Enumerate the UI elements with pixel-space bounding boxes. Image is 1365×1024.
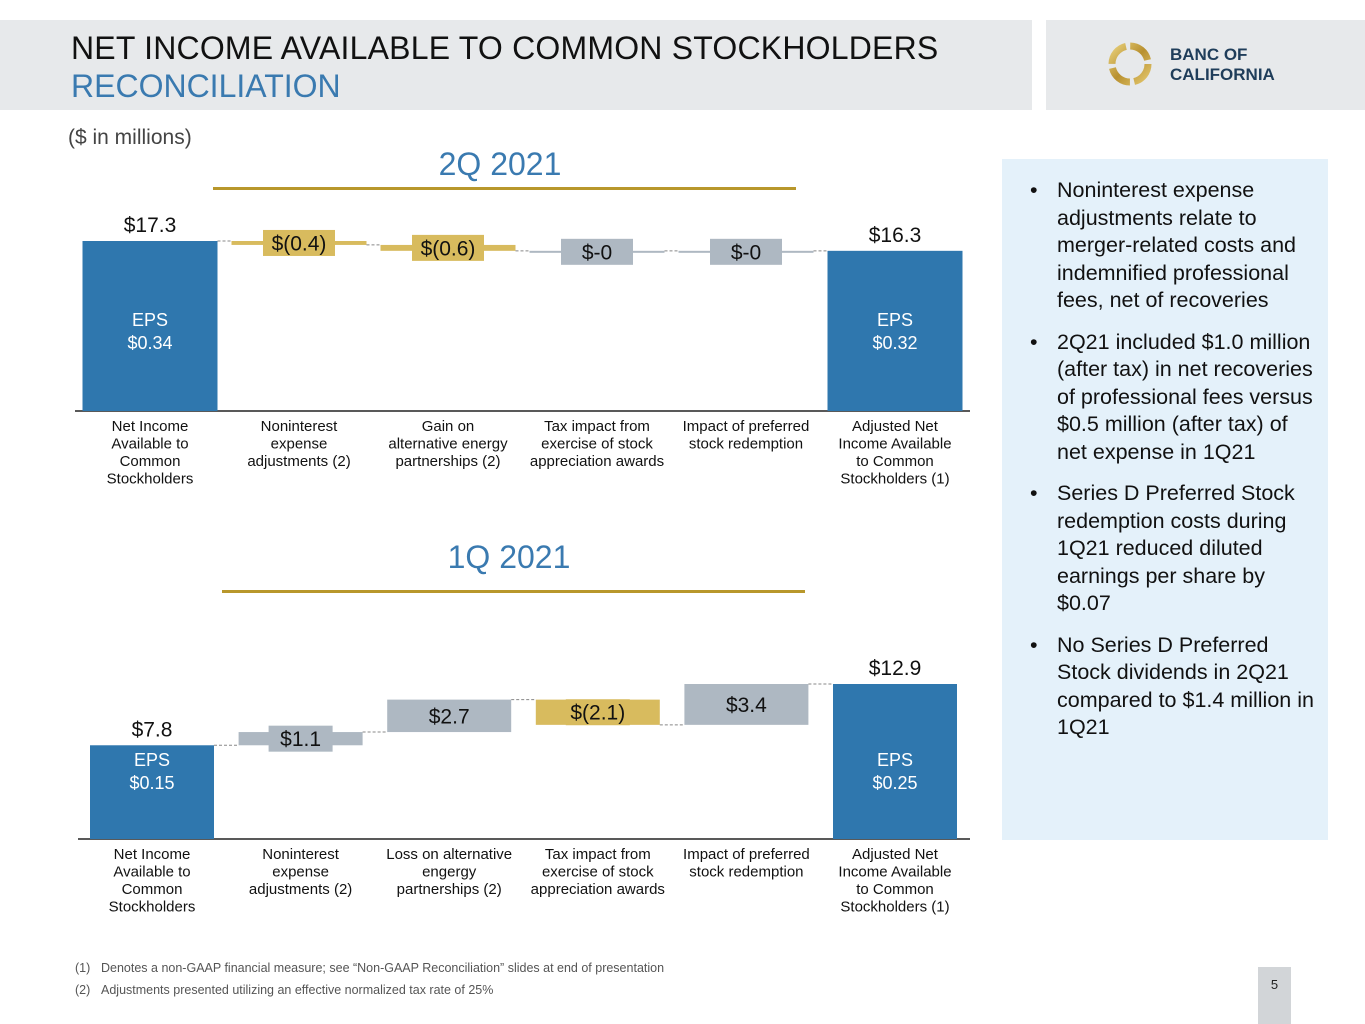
category-label-alt-energy: engergy <box>422 864 477 881</box>
value-label-box <box>263 229 335 256</box>
chart-title-2q: 2Q 2021 <box>438 146 562 182</box>
category-label-noninterest-expense: adjustments (2) <box>247 453 350 470</box>
category-label-alt-energy: Loss on alternative <box>386 846 512 863</box>
value-label: $2.7 <box>429 705 470 728</box>
commentary-panel: Noninterest expense adjustments relate t… <box>1002 159 1328 840</box>
bullet-item: Noninterest expense adjustments relate t… <box>1030 177 1318 315</box>
category-label-tax-impact: Tax impact from <box>544 418 650 435</box>
category-label-adjusted-net-income: Stockholders (1) <box>840 899 949 916</box>
category-label-noninterest-expense: expense <box>271 436 328 453</box>
value-label: $-0 <box>731 241 761 264</box>
category-label-preferred-redemption: Impact of preferred <box>683 846 810 863</box>
category-label-alt-energy: alternative energy <box>388 436 508 453</box>
footnote-text: Denotes a non-GAAP financial measure; se… <box>101 961 665 975</box>
category-label-tax-impact: appreciation awards <box>530 453 664 470</box>
category-label-net-income: Stockholders <box>109 899 196 916</box>
value-label-box <box>417 702 482 729</box>
chart-title-1q: 1Q 2021 <box>447 539 571 575</box>
page-number: 5 <box>1270 977 1279 992</box>
eps-value: $0.25 <box>872 773 917 793</box>
page-number-box: 5 <box>1258 967 1291 1024</box>
bullet-item: No Series D Preferred Stock dividends in… <box>1030 632 1318 742</box>
category-label-noninterest-expense: Noninterest <box>262 846 340 863</box>
value-label: $17.3 <box>124 214 177 237</box>
value-label: $(2.1) <box>570 702 625 725</box>
eps-label: EPS <box>132 310 168 330</box>
title-bar <box>0 20 1032 110</box>
value-label: $(0.4) <box>272 232 327 255</box>
category-label-tax-impact: Tax impact from <box>545 846 651 863</box>
category-label-tax-impact: appreciation awards <box>531 881 665 898</box>
bullet-list: Noninterest expense adjustments relate t… <box>1002 159 1328 742</box>
page-subtitle: RECONCILIATION <box>71 68 341 104</box>
category-label-tax-impact: exercise of stock <box>542 864 654 881</box>
category-label-net-income: Common <box>122 881 183 898</box>
logo-wordmark: BANC OF CALIFORNIA <box>1170 45 1275 85</box>
value-label-box <box>565 699 630 726</box>
value-label-box <box>714 691 779 718</box>
logo-panel <box>1046 20 1365 110</box>
category-label-alt-energy: partnerships (2) <box>397 881 502 898</box>
title-rule-2q <box>213 187 796 190</box>
category-label-net-income: Available to <box>113 864 190 881</box>
category-label-noninterest-expense: adjustments (2) <box>249 881 352 898</box>
category-label-noninterest-expense: expense <box>272 864 329 881</box>
bar-adjusted-net-income <box>827 250 963 411</box>
logo-line-2: CALIFORNIA <box>1170 65 1275 84</box>
value-label: $(0.6) <box>421 237 476 260</box>
footnote-1: (1) Denotes a non-GAAP financial measure;… <box>75 961 664 975</box>
category-label-adjusted-net-income: Adjusted Net <box>852 846 939 863</box>
value-label-box <box>710 238 782 265</box>
page-title: NET INCOME AVAILABLE TO COMMON STOCKHOLD… <box>71 30 939 66</box>
eps-value: $0.32 <box>872 333 917 353</box>
value-label: $16.3 <box>869 224 922 247</box>
bullet-item: Series D Preferred Stock redemption cost… <box>1030 480 1318 618</box>
category-label-alt-energy: Gain on <box>422 418 475 435</box>
banc-logo-icon <box>1108 42 1152 86</box>
value-label-box <box>561 238 633 265</box>
value-label: $-0 <box>582 241 612 264</box>
eps-value: $0.34 <box>127 333 172 353</box>
category-label-preferred-redemption: stock redemption <box>689 864 803 881</box>
title-rule-1q <box>222 590 805 593</box>
footnote-number: (1) <box>75 961 91 975</box>
footnote-text: Adjustments presented utilizing an effec… <box>101 983 494 997</box>
eps-value: $0.15 <box>129 773 174 793</box>
value-label-box <box>412 234 484 261</box>
footnote-number: (2) <box>75 983 91 997</box>
category-label-net-income: Net Income <box>114 846 191 863</box>
eps-label: EPS <box>877 310 913 330</box>
value-label: $12.9 <box>869 657 922 680</box>
category-label-adjusted-net-income: Income Available <box>838 436 951 453</box>
bar-net-income <box>82 241 218 411</box>
units-label: ($ in millions) <box>68 126 192 149</box>
category-label-alt-energy: partnerships (2) <box>395 453 500 470</box>
eps-label: EPS <box>877 750 913 770</box>
eps-label: EPS <box>134 750 170 770</box>
category-label-adjusted-net-income: Stockholders (1) <box>840 471 949 488</box>
bullet-item: 2Q21 included $1.0 million (after tax) i… <box>1030 329 1318 467</box>
bar-adjusted-net-income <box>833 684 957 839</box>
value-label: $1.1 <box>280 728 321 751</box>
value-label: $3.4 <box>726 694 767 717</box>
category-label-preferred-redemption: stock redemption <box>689 436 803 453</box>
category-label-adjusted-net-income: Adjusted Net <box>852 418 939 435</box>
category-label-tax-impact: exercise of stock <box>541 436 653 453</box>
category-label-net-income: Common <box>120 453 181 470</box>
logo-line-1: BANC OF <box>1170 45 1248 64</box>
category-label-preferred-redemption: Impact of preferred <box>683 418 810 435</box>
category-label-adjusted-net-income: to Common <box>856 453 934 470</box>
footnote-2: (2) Adjustments presented utilizing an ef… <box>75 983 493 997</box>
category-label-adjusted-net-income: Income Available <box>838 864 951 881</box>
category-label-noninterest-expense: Noninterest <box>261 418 339 435</box>
value-label-box <box>268 725 333 752</box>
category-label-net-income: Available to <box>111 436 188 453</box>
category-label-adjusted-net-income: to Common <box>856 881 934 898</box>
bar-net-income <box>90 745 214 839</box>
category-label-net-income: Net Income <box>112 418 189 435</box>
category-label-net-income: Stockholders <box>107 471 194 488</box>
value-label: $7.8 <box>132 718 173 741</box>
